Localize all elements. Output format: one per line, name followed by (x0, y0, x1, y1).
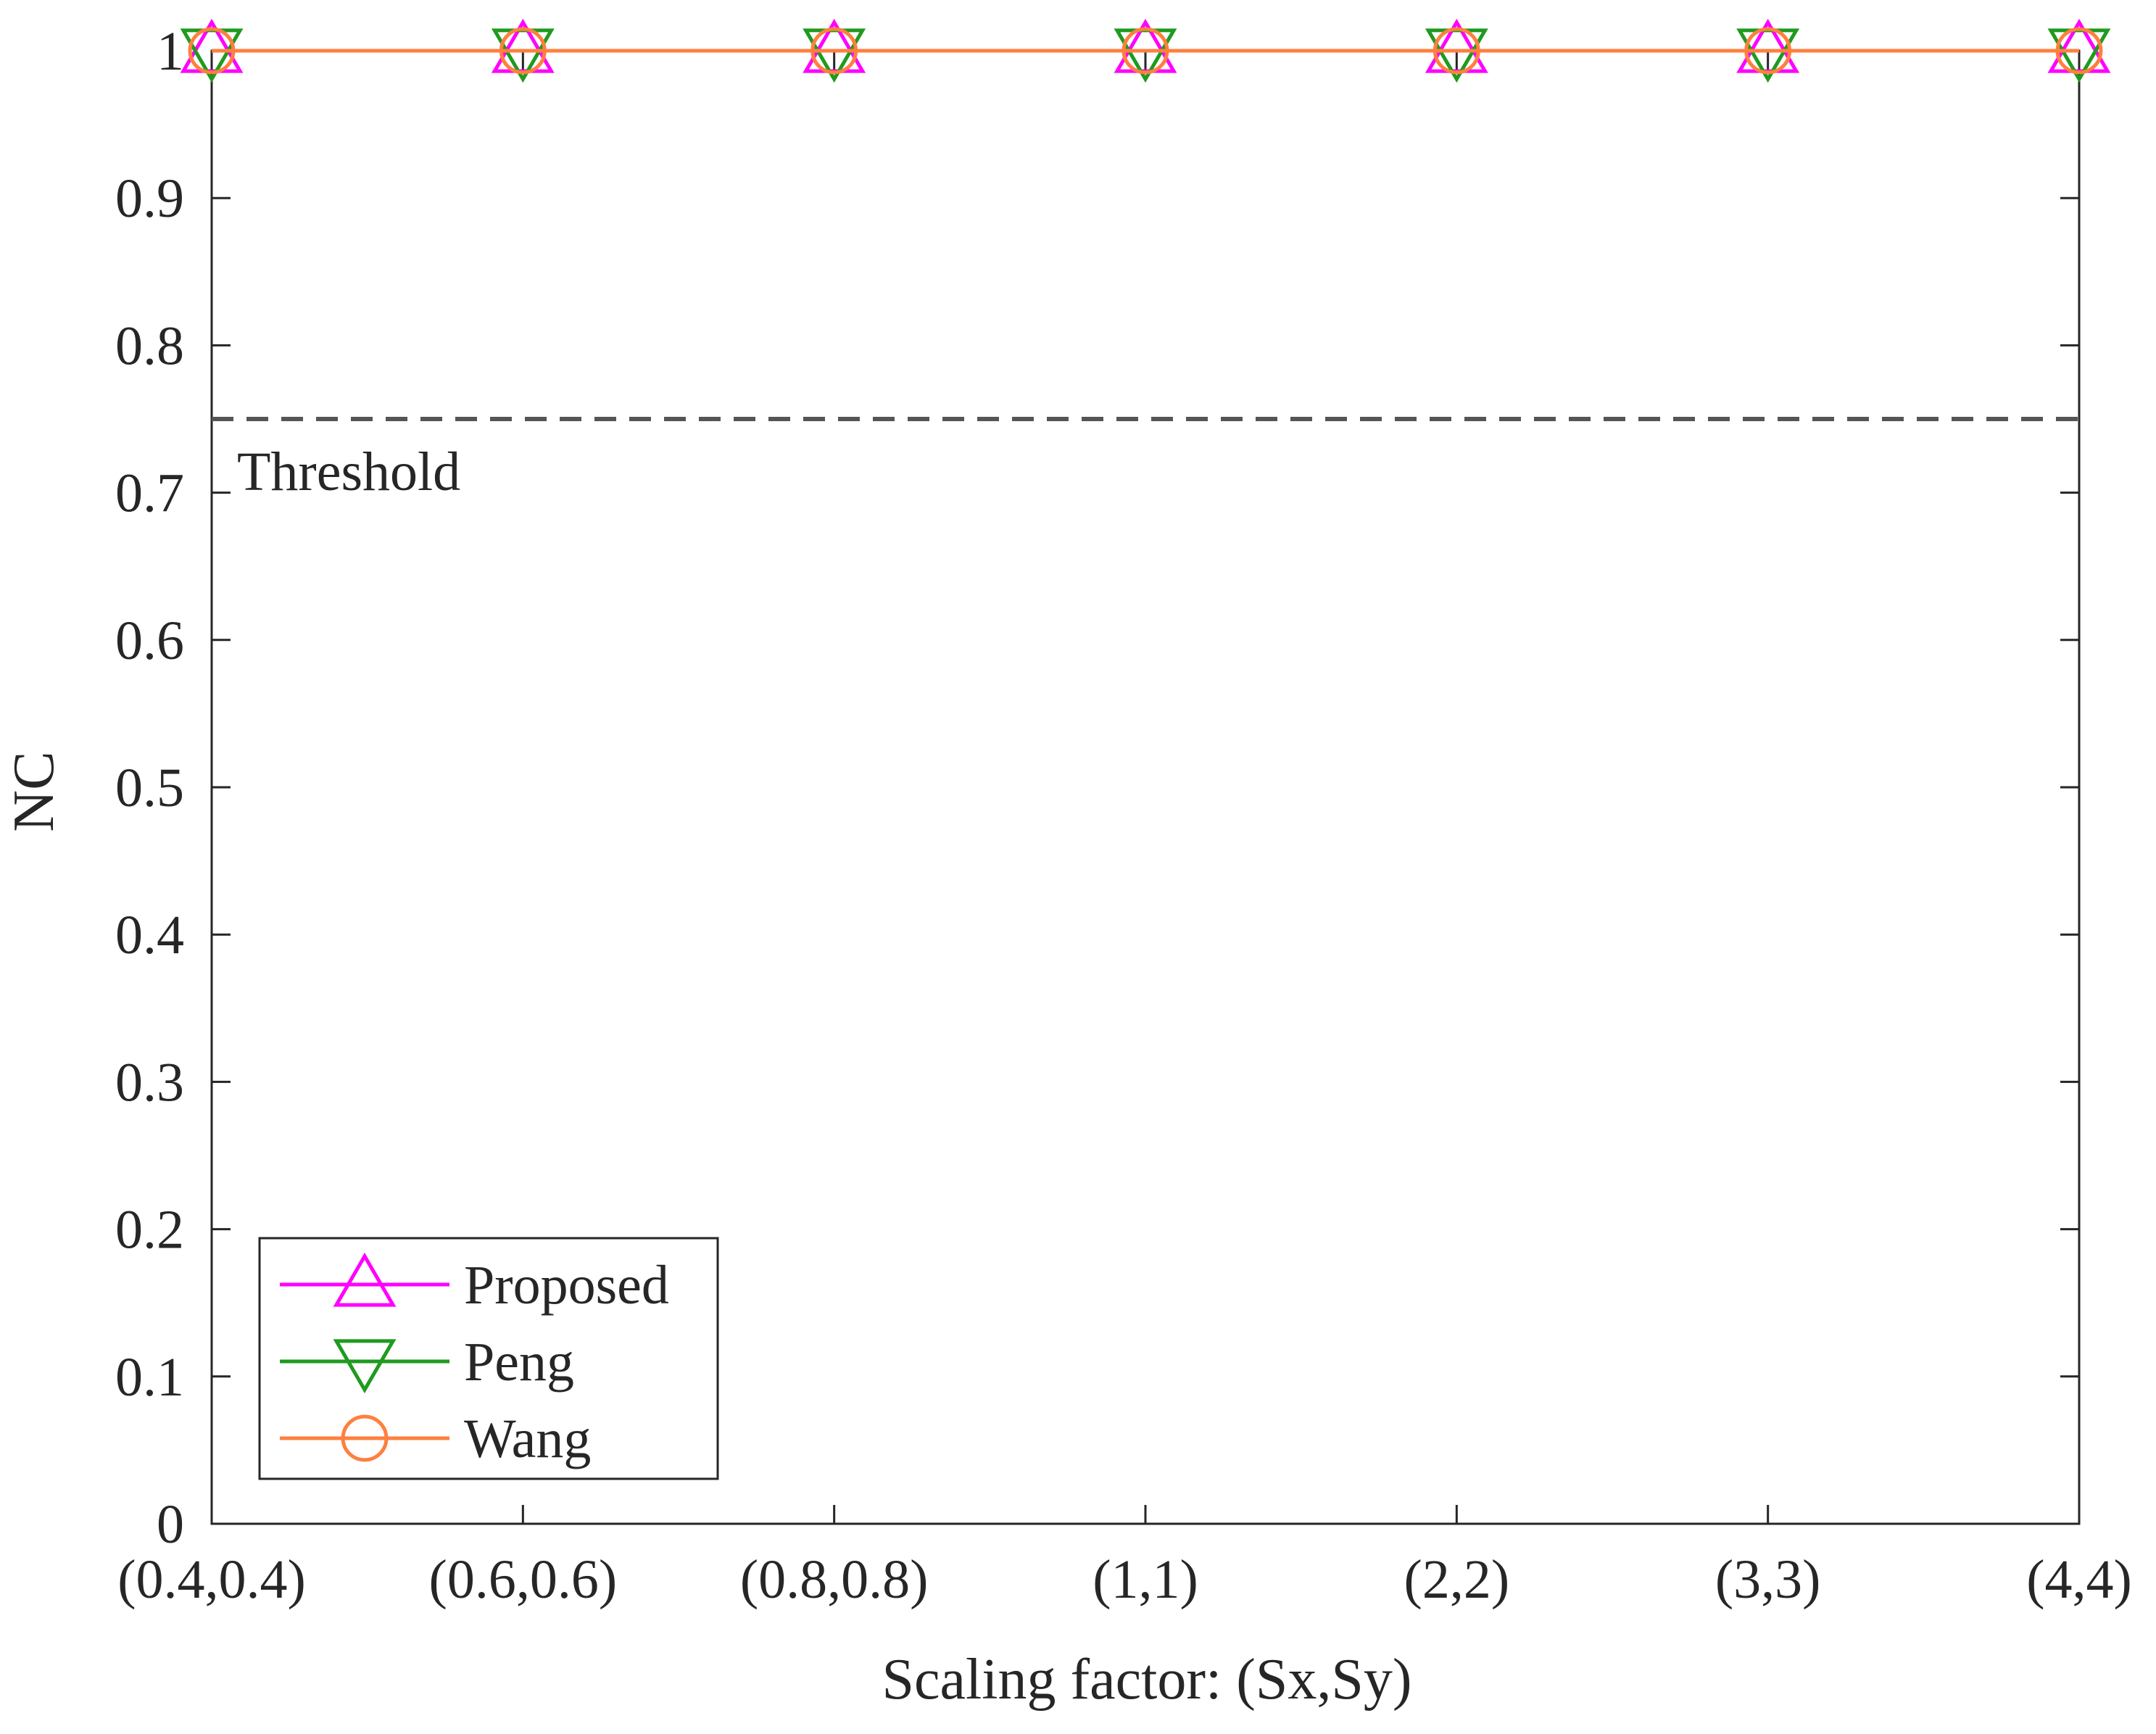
plot-area: 0 0.1 0.2 0.3 0.4 0.5 0.6 0.7 0.8 0.9 1 (0.4,0.4) (0… (115, 18, 2132, 1610)
data-point-wang (1744, 27, 1792, 75)
legend-label-wang: Wang (464, 1409, 591, 1469)
y-tick-label: 0.8 (115, 315, 184, 376)
y-tick-label: 0.6 (115, 610, 184, 671)
y-tick-label: 0.4 (115, 905, 184, 966)
legend-marker-wang (341, 1414, 389, 1462)
data-point-wang (1121, 27, 1169, 75)
legend-label-peng: Peng (464, 1332, 574, 1393)
x-tick-label: (0.4,0.4) (117, 1549, 306, 1610)
y-tick-label: 0.2 (115, 1200, 184, 1261)
data-point-wang (1433, 27, 1480, 75)
y-tick-label: 0.9 (115, 168, 184, 229)
data-point-wang (810, 27, 858, 75)
y-tick-label: 0.5 (115, 758, 184, 818)
data-point-wang (499, 27, 547, 75)
y-tick-label: 1 (157, 21, 184, 82)
legend-marker-peng (333, 1339, 397, 1394)
x-tick-label: (0.8,0.8) (740, 1549, 929, 1610)
legend-marker-proposed (333, 1252, 397, 1307)
y-tick-label: 0.1 (115, 1347, 184, 1408)
data-point-wang (188, 27, 236, 75)
y-axis-label: NC (2, 751, 66, 831)
y-tick-label: 0.3 (115, 1052, 184, 1113)
data-point-wang (2055, 27, 2103, 75)
x-tick-label: (0.6,0.6) (429, 1549, 618, 1610)
y-tick-label: 0.7 (115, 463, 184, 524)
x-tick-label: (2,2) (1404, 1549, 1510, 1610)
x-axis-label: Scaling factor: (Sx,Sy) (882, 1648, 1412, 1712)
x-tick-label: (3,3) (1715, 1549, 1821, 1610)
x-tick-label: (1,1) (1092, 1549, 1198, 1610)
y-tick-label: 0 (157, 1494, 184, 1555)
legend-label-proposed: Proposed (464, 1255, 669, 1316)
x-tick-label: (4,4) (2026, 1549, 2132, 1610)
threshold-label: Threshold (237, 441, 460, 502)
